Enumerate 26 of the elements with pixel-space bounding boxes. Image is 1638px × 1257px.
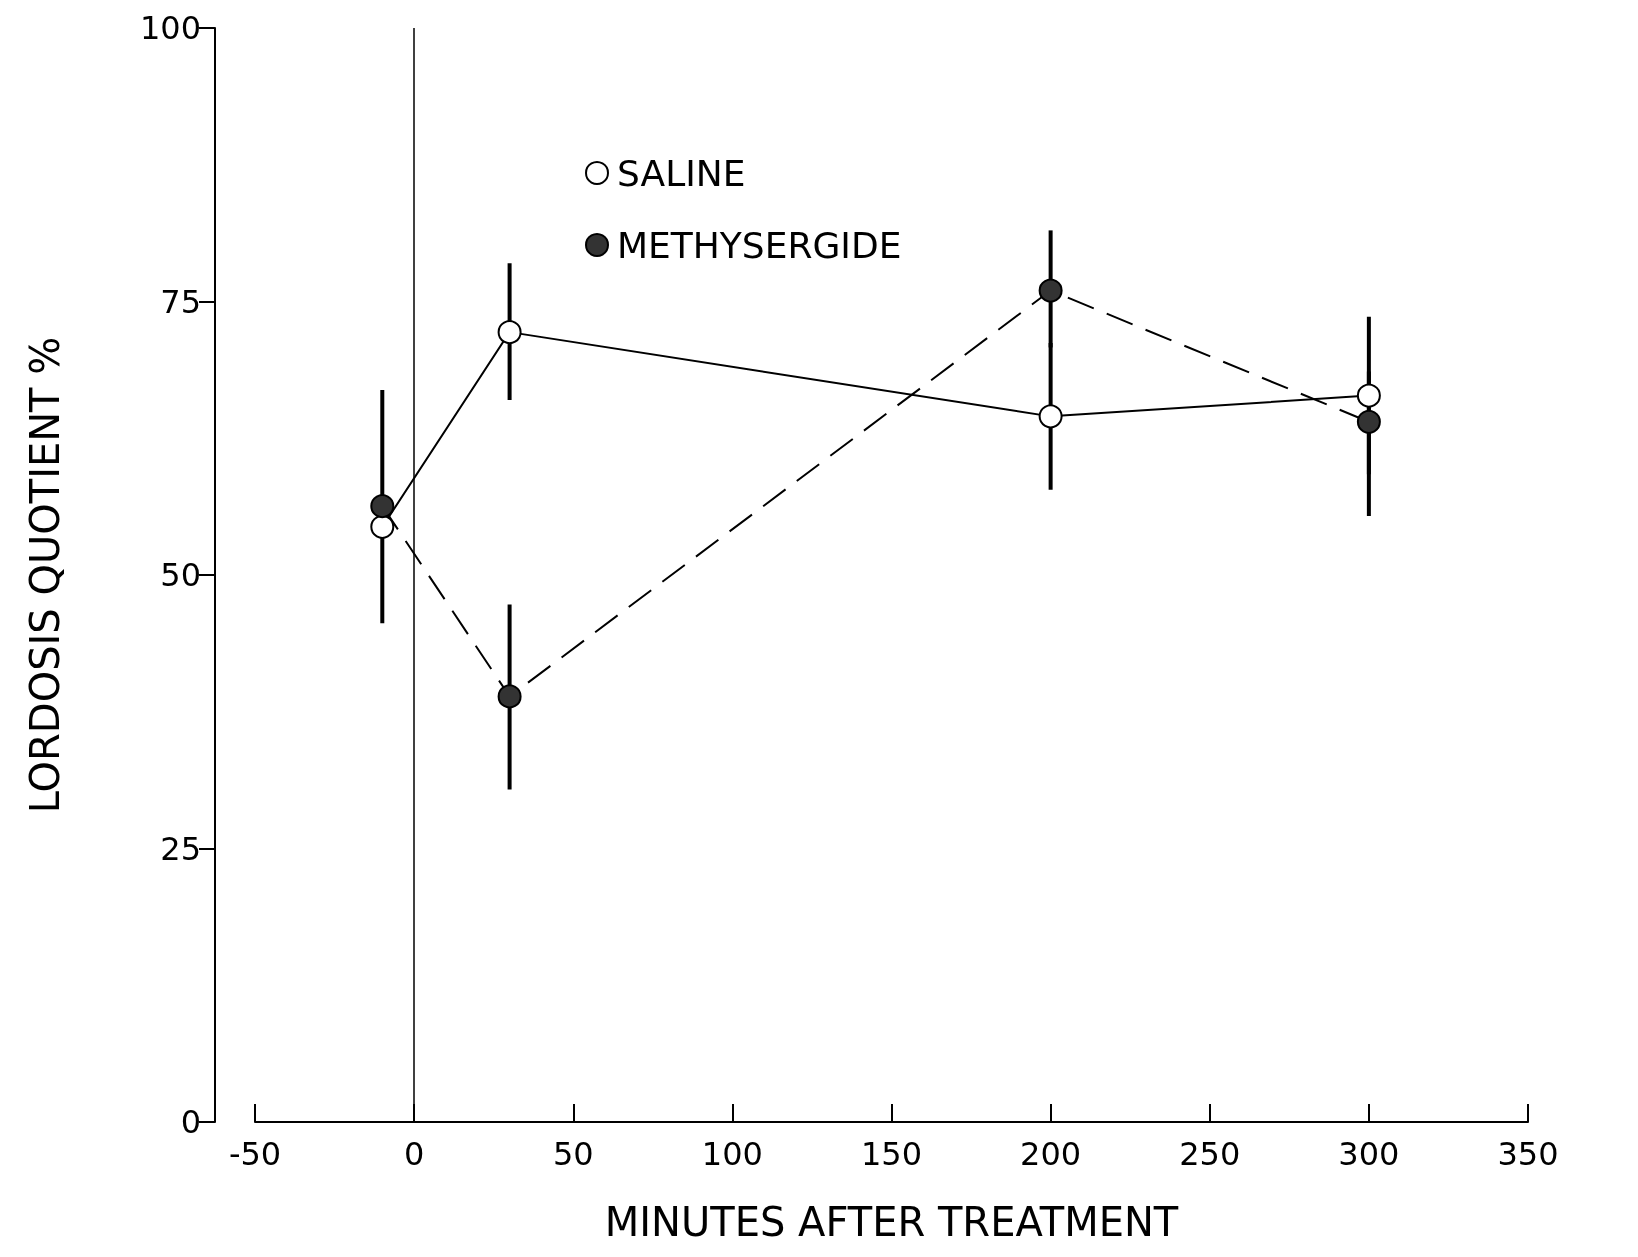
- y-tick-label: 25: [160, 829, 201, 868]
- y-tick-label: 0: [180, 1103, 201, 1141]
- point: [497, 320, 522, 345]
- point: [370, 494, 395, 519]
- point: [1356, 383, 1381, 408]
- x-tick-label: 50: [552, 1135, 594, 1173]
- point: [1038, 278, 1063, 303]
- x-tick-label: 300: [1338, 1135, 1400, 1173]
- legend-label: METHYSERGIDE: [617, 224, 902, 266]
- x-tick-label: 150: [860, 1135, 923, 1173]
- x-tick-label: 250: [1179, 1135, 1241, 1173]
- y-tick-label: 75: [160, 282, 201, 321]
- y-axis-title: LORDOSIS QUOTIENT %: [22, 336, 68, 814]
- x-axis-title: MINUTES AFTER TREATMENT: [604, 1199, 1179, 1245]
- legend-label: SALINE: [617, 152, 746, 194]
- point: [1356, 409, 1381, 434]
- point: [1038, 404, 1063, 429]
- x-tick-label: 0: [403, 1135, 425, 1173]
- y-tick-label: 100: [139, 9, 201, 47]
- x-tick-label: -50: [228, 1135, 282, 1173]
- point: [497, 684, 522, 709]
- y-tick-label: 50: [160, 556, 201, 594]
- x-tick-label: 100: [701, 1135, 763, 1173]
- point: [370, 514, 395, 539]
- x-tick-label: 200: [1020, 1135, 1082, 1173]
- x-tick-label: 350: [1497, 1135, 1559, 1173]
